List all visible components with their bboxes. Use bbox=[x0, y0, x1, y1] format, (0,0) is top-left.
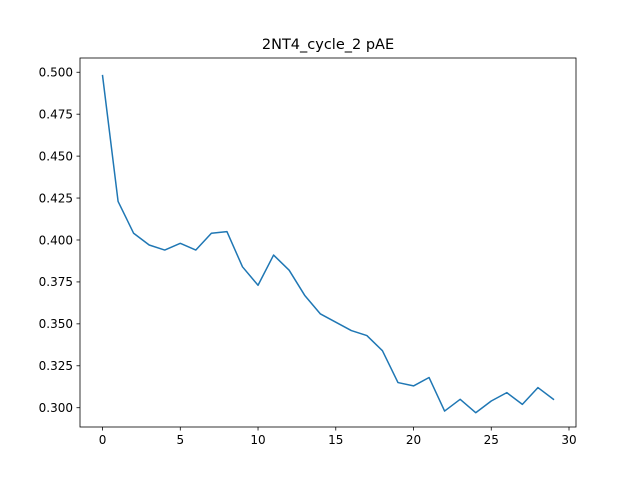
x-tick-label: 20 bbox=[406, 433, 421, 447]
y-tick-label: 0.325 bbox=[39, 359, 73, 373]
x-tick-label: 30 bbox=[561, 433, 576, 447]
series-line bbox=[101, 74, 555, 414]
y-tick-label: 0.475 bbox=[39, 107, 73, 121]
x-tick-label: 25 bbox=[484, 433, 499, 447]
y-tick-label: 0.500 bbox=[39, 66, 73, 80]
x-axis: 0 5 10 15 20 25 30 bbox=[99, 427, 577, 447]
plot-frame bbox=[79, 57, 577, 428]
x-tick-label: 10 bbox=[250, 433, 265, 447]
y-tick-label: 0.375 bbox=[39, 275, 73, 289]
y-tick-label: 0.350 bbox=[39, 317, 73, 331]
y-tick-label: 0.425 bbox=[39, 191, 73, 205]
x-tick-label: 5 bbox=[176, 433, 184, 447]
y-axis: 0.300 0.325 0.350 0.375 0.400 0.425 0.450 0.475… bbox=[39, 66, 80, 415]
y-tick-label: 0.300 bbox=[39, 401, 73, 415]
chart-title: 2NT4_cycle_2 pAE bbox=[262, 37, 394, 53]
x-tick-label: 0 bbox=[99, 433, 107, 447]
y-tick-label: 0.400 bbox=[39, 233, 73, 247]
series-layer bbox=[101, 74, 555, 414]
x-tick-label: 15 bbox=[328, 433, 343, 447]
y-tick-label: 0.450 bbox=[39, 149, 73, 163]
